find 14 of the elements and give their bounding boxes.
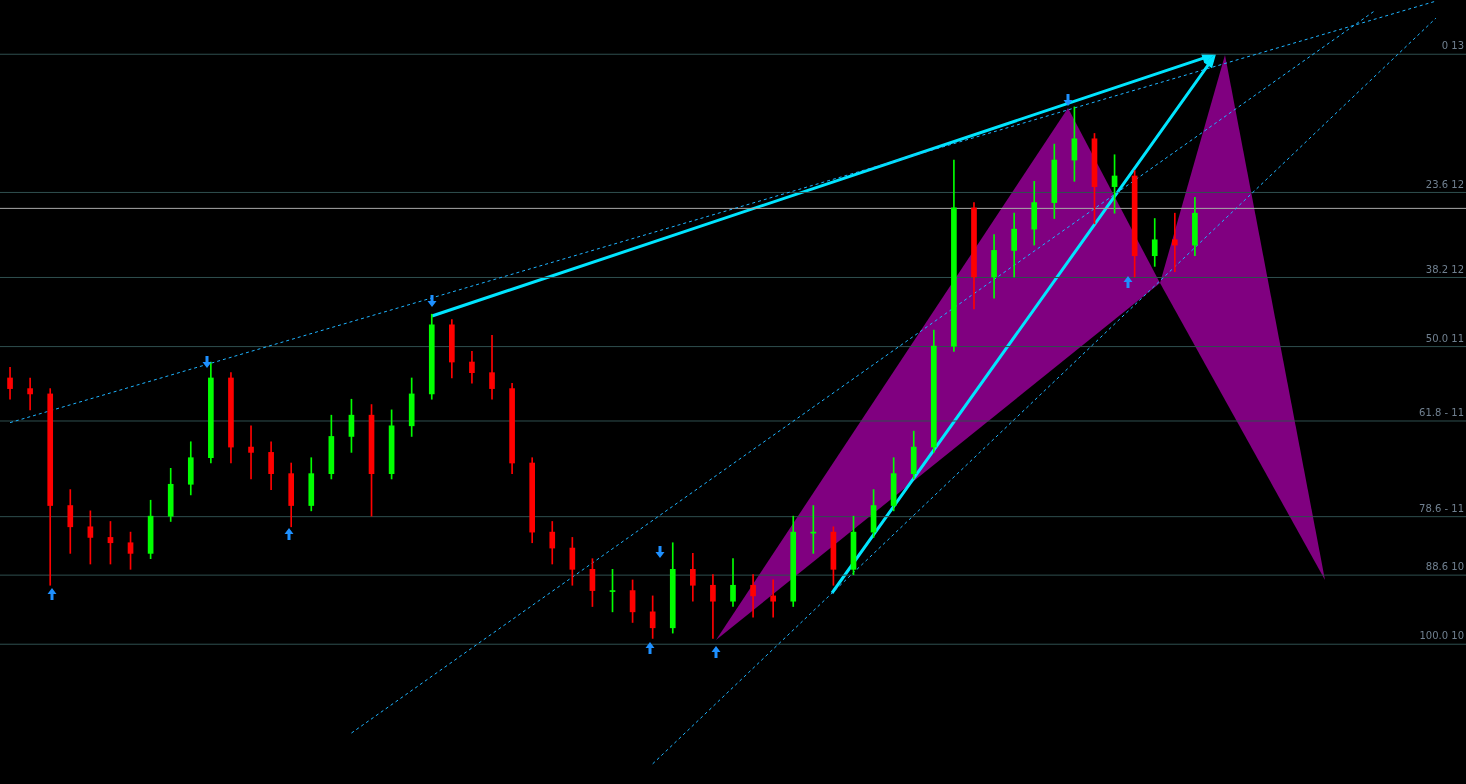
annotation: 100.0 10	[1419, 630, 1464, 642]
candlestick	[489, 335, 495, 400]
candlestick	[248, 425, 254, 480]
annotation: 0 13	[1441, 40, 1464, 52]
annotation: 50.0 11	[1425, 332, 1464, 344]
candlestick	[770, 579, 776, 618]
annotation: 88.6 10	[1425, 561, 1464, 573]
candlestick	[27, 377, 33, 411]
annotation: 78.6 - 11	[1419, 502, 1464, 514]
annotation: 61.8 - 11	[1419, 407, 1464, 419]
annotation: 23.6 12	[1425, 178, 1464, 190]
candlestick	[1171, 212, 1178, 272]
annotation: 38.2 12	[1425, 263, 1464, 275]
candlestick	[710, 574, 716, 639]
